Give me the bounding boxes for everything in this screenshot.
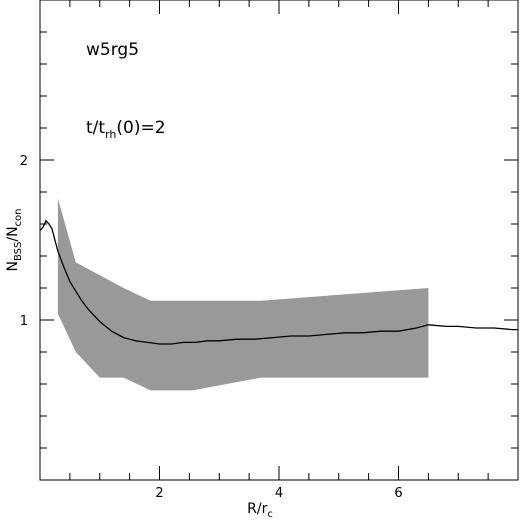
x-tick-label: 2 [155, 486, 163, 501]
x-axis-label: R/rc [247, 501, 273, 520]
y-tick-label: 1 [20, 314, 28, 329]
y-axis-label-main1: N [5, 261, 21, 271]
y-axis-label-main2: /N [5, 226, 21, 241]
x-axis-label-main: R/r [247, 501, 267, 517]
time-label-rest: (0)=2 [116, 118, 165, 138]
model-label: w5rg5 [86, 40, 139, 60]
x-tick-label: 4 [275, 486, 283, 501]
x-tick-label: 6 [394, 486, 402, 501]
time-label-main: t/t [86, 118, 105, 138]
y-axis-label: NBSS/Ncon [5, 208, 24, 271]
confidence-band [57, 198, 429, 391]
y-tick-label: 2 [20, 154, 28, 169]
series-line-1 [39, 219, 518, 345]
x-axis-label-sub: c [267, 509, 273, 520]
plot-frame [39, 0, 519, 481]
y-axis-label-sub2: con [13, 208, 24, 226]
time-label: t/trh(0)=2 [86, 118, 166, 141]
time-label-sub: rh [105, 128, 116, 141]
y-axis-label-sub1: BSS [13, 242, 24, 261]
